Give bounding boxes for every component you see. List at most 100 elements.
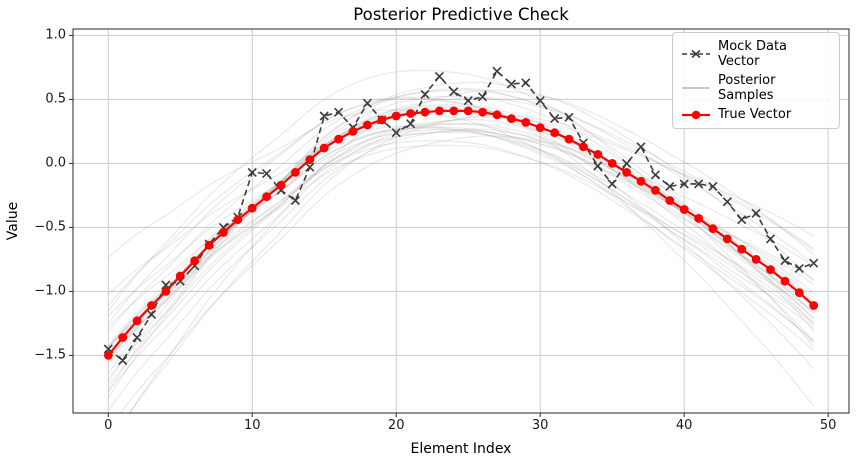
- legend-item-mock-data: Mock Data Vector: [681, 39, 831, 69]
- posterior-sample-line: [107, 128, 815, 328]
- true-vector-marker: [463, 106, 473, 116]
- posterior-sample-line: [107, 128, 815, 411]
- true-vector-marker: [780, 276, 790, 286]
- true-vector-marker: [147, 301, 156, 310]
- true-vector-marker: [622, 168, 631, 177]
- true-vector-marker: [694, 214, 703, 223]
- true-vector-marker: [103, 351, 113, 360]
- true-vector-marker: [636, 176, 646, 186]
- true-vector-marker: [204, 240, 214, 250]
- true-vector-marker: [492, 110, 502, 120]
- true-vector-marker: [809, 301, 819, 310]
- true-vector-marker: [247, 203, 257, 213]
- plot-border: [72, 28, 850, 414]
- posterior-sample-line: [107, 96, 815, 365]
- posterior-sample-line: [107, 116, 815, 393]
- true-vector-marker: [348, 126, 358, 136]
- posterior-sample-line: [107, 96, 815, 407]
- true-vector-marker: [679, 205, 689, 214]
- y-tick-label: −0.5: [34, 219, 66, 235]
- y-tick-label: 0.0: [45, 155, 66, 171]
- legend-item-true-vector: True Vector: [681, 107, 831, 122]
- true-vector-marker: [276, 180, 286, 190]
- true-vector-marker: [175, 271, 185, 281]
- grid: [73, 29, 849, 413]
- legend-label-mock-data: Mock Data Vector: [718, 39, 788, 69]
- true-vector-marker: [651, 185, 660, 195]
- legend-item-posterior-samples: Posterior Samples: [681, 73, 831, 103]
- posterior-sample-line: [107, 118, 815, 388]
- true-vector-marker: [766, 265, 775, 274]
- true-vector-marker: [550, 128, 559, 138]
- x-tick-label: 20: [387, 418, 405, 433]
- true-vector-marker: [794, 288, 804, 298]
- posterior-sample-line: [107, 104, 815, 362]
- true-vector-marker: [478, 107, 487, 117]
- true-vector-marker: [233, 215, 243, 225]
- true-vector-marker: [564, 134, 574, 144]
- true-vector-marker: [722, 234, 732, 244]
- true-vector-swatch: [682, 110, 710, 119]
- true-vector-marker: [291, 168, 300, 177]
- posterior-sample-line: [107, 127, 815, 325]
- posterior-samples-swatch: [682, 87, 710, 89]
- y-tick-label: −1.0: [34, 283, 66, 299]
- true-vector-marker: [607, 159, 617, 168]
- posterior-sample-line: [119, 135, 815, 413]
- x-tick-label: 10: [243, 418, 261, 433]
- posterior-sample-line: [107, 97, 815, 370]
- true-vector-marker: [132, 316, 142, 326]
- x-tick-label: 40: [675, 418, 693, 433]
- y-tick-label: 0.5: [45, 91, 66, 107]
- true-vector-marker: [665, 196, 675, 205]
- true-vector-marker: [377, 115, 387, 125]
- posterior-sample-line: [107, 131, 815, 361]
- x-axis-label: Element Index: [410, 441, 512, 457]
- posterior-sample-line: [107, 109, 815, 352]
- legend-label-true-vector: True Vector: [718, 107, 792, 122]
- posterior-sample-line: [107, 87, 815, 399]
- true-vector-marker: [161, 287, 171, 296]
- chart-title: Posterior Predictive Check: [353, 5, 569, 24]
- true-vector-line: [107, 109, 815, 357]
- true-vector-marker: [593, 150, 603, 159]
- true-vector-marker: [406, 109, 415, 118]
- true-vector-marker: [435, 106, 444, 116]
- posterior-sample-line: [107, 109, 815, 356]
- true-vector-marker: [363, 120, 372, 130]
- x-tick-label: 50: [819, 418, 837, 433]
- true-vector-marker: [751, 255, 761, 264]
- posterior-sample-line: [107, 144, 815, 348]
- true-vector-marker: [305, 155, 315, 165]
- true-vector-marker: [507, 114, 516, 123]
- posterior-sample-line: [107, 69, 815, 348]
- y-axis-label: Value: [5, 201, 21, 241]
- true-vector-marker: [579, 142, 588, 152]
- true-vector-marker: [449, 106, 459, 116]
- legend-label-posterior-samples: Posterior Samples: [718, 73, 776, 103]
- true-vector-marker: [521, 118, 531, 127]
- true-vector-marker: [391, 111, 401, 121]
- posterior-sample-line: [129, 89, 815, 413]
- true-vector-marker: [190, 256, 200, 266]
- true-vector-marker: [420, 107, 430, 117]
- true-vector-marker: [219, 228, 228, 237]
- y-tick-label: 1.0: [45, 27, 66, 43]
- posterior-sample-line: [107, 140, 815, 350]
- true-vector-marker: [334, 134, 343, 144]
- y-tick-label: −1.5: [34, 347, 66, 363]
- posterior-sample-line: [107, 125, 815, 329]
- posterior-sample-line: [128, 114, 815, 413]
- true-vector-series: [103, 106, 819, 360]
- true-vector-marker: [708, 224, 718, 234]
- mock-data-swatch: [682, 49, 710, 59]
- axis-ticks: [69, 34, 829, 417]
- legend: Mock Data Vector Posterior Samples True …: [672, 32, 840, 129]
- true-vector-marker: [262, 192, 271, 202]
- true-vector-marker: [737, 244, 747, 254]
- true-vector-marker: [319, 143, 329, 153]
- x-tick-label: 0: [104, 418, 113, 433]
- true-vector-marker: [118, 333, 128, 342]
